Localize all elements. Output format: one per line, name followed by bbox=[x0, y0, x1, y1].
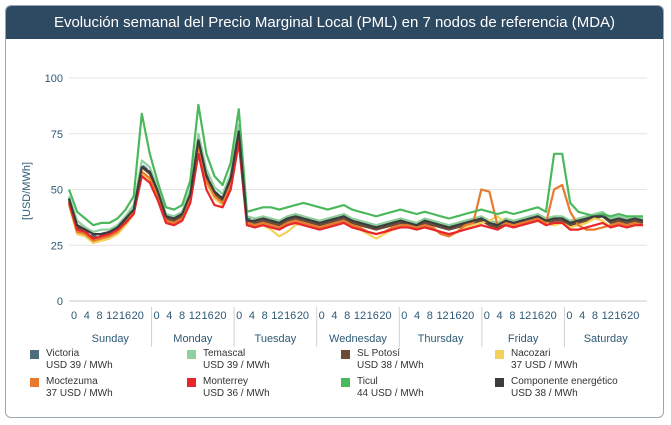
day-label: Tuesday bbox=[255, 333, 297, 345]
hour-tick-label: 12 bbox=[189, 310, 201, 322]
hour-tick-label: 4 bbox=[497, 310, 503, 322]
legend-series-value: USD 36 / MWh bbox=[203, 388, 270, 399]
legend-swatch bbox=[30, 350, 39, 359]
hour-tick-label: 20 bbox=[379, 310, 391, 322]
legend-series-name: Nacozari bbox=[511, 348, 551, 359]
legend-series-value: USD 39 / MWh bbox=[203, 360, 270, 371]
hour-tick-label: 8 bbox=[179, 310, 185, 322]
day-label: Friday bbox=[508, 333, 539, 345]
hour-tick-label: 8 bbox=[592, 310, 598, 322]
hour-tick-label: 4 bbox=[414, 310, 420, 322]
legend-series-name: Componente energético bbox=[511, 376, 618, 387]
hour-tick-label: 0 bbox=[71, 310, 77, 322]
y-axis-label: [USD/MWh] bbox=[21, 162, 33, 220]
series-line-ticul bbox=[67, 103, 643, 227]
y-tick-label: 75 bbox=[51, 129, 63, 141]
y-tick-label: 50 bbox=[51, 185, 63, 197]
hour-tick-label: 12 bbox=[106, 310, 118, 322]
series-line-temascal bbox=[67, 123, 644, 233]
legend-swatch bbox=[341, 378, 350, 387]
day-label: Sunday bbox=[92, 333, 130, 345]
day-label: Thursday bbox=[418, 333, 464, 345]
legend-series-value: 37 USD / MWh bbox=[46, 388, 113, 399]
y-tick-label: 0 bbox=[57, 296, 63, 308]
hour-tick-label: 0 bbox=[154, 310, 160, 322]
hour-tick-label: 8 bbox=[262, 310, 268, 322]
hour-tick-label: 16 bbox=[119, 310, 131, 322]
hour-tick-label: 0 bbox=[484, 310, 490, 322]
legend-swatch bbox=[341, 350, 350, 359]
legend-swatch bbox=[187, 378, 196, 387]
legend-swatch bbox=[187, 350, 196, 359]
y-tick-label: 100 bbox=[45, 73, 63, 85]
legend-series-value: USD 39 / MWh bbox=[46, 360, 113, 371]
series-line-monterrey bbox=[67, 141, 643, 240]
hour-tick-label: 20 bbox=[462, 310, 474, 322]
hour-tick-label: 4 bbox=[579, 310, 585, 322]
hour-tick-label: 20 bbox=[297, 310, 309, 322]
hour-tick-label: 16 bbox=[284, 310, 296, 322]
legend-series-value: USD 38 / MWh bbox=[511, 388, 578, 399]
hour-tick-label: 4 bbox=[331, 310, 337, 322]
hour-tick-label: 20 bbox=[545, 310, 557, 322]
hour-tick-label: 16 bbox=[449, 310, 461, 322]
hour-tick-label: 0 bbox=[566, 310, 572, 322]
legend-series-value: 37 USD / MWh bbox=[511, 360, 578, 371]
legend-series-value: 44 USD / MWh bbox=[357, 388, 424, 399]
legend-series-value: USD 38 / MWh bbox=[357, 360, 424, 371]
legend-series-name: Monterrey bbox=[203, 376, 249, 387]
chart-frame: Evolución semanal del Precio Marginal Lo… bbox=[5, 5, 664, 418]
hour-tick-label: 16 bbox=[367, 310, 379, 322]
series-lines bbox=[67, 103, 644, 245]
legend-series-name: Moctezuma bbox=[46, 376, 98, 387]
hour-tick-label: 12 bbox=[436, 310, 448, 322]
hour-tick-label: 16 bbox=[201, 310, 213, 322]
legend-series-name: Ticul bbox=[357, 376, 378, 387]
legend-series-name: Victoria bbox=[46, 348, 80, 359]
chart-title: Evolución semanal del Precio Marginal Lo… bbox=[6, 6, 663, 39]
legend-series-name: SL Potosí bbox=[357, 348, 400, 359]
hour-tick-label: 20 bbox=[627, 310, 639, 322]
hour-tick-label: 20 bbox=[214, 310, 226, 322]
day-label: Monday bbox=[173, 333, 213, 345]
hour-tick-label: 12 bbox=[354, 310, 366, 322]
legend-swatch bbox=[30, 378, 39, 387]
hour-tick-label: 12 bbox=[602, 310, 614, 322]
hour-tick-label: 8 bbox=[427, 310, 433, 322]
hour-tick-label: 0 bbox=[401, 310, 407, 322]
hour-tick-label: 0 bbox=[319, 310, 325, 322]
legend-swatch bbox=[495, 378, 504, 387]
hour-tick-label: 8 bbox=[509, 310, 515, 322]
day-label: Wednesday bbox=[329, 333, 387, 345]
legend-series-name: Temascal bbox=[203, 348, 246, 359]
hour-tick-label: 16 bbox=[532, 310, 544, 322]
hour-tick-label: 4 bbox=[166, 310, 172, 322]
hour-tick-label: 20 bbox=[132, 310, 144, 322]
legend-swatch bbox=[495, 350, 504, 359]
hour-tick-label: 16 bbox=[614, 310, 626, 322]
hour-tick-label: 0 bbox=[236, 310, 242, 322]
hour-tick-label: 8 bbox=[344, 310, 350, 322]
hour-tick-label: 8 bbox=[96, 310, 102, 322]
hour-tick-label: 4 bbox=[84, 310, 90, 322]
day-label: Saturday bbox=[584, 333, 629, 345]
y-tick-label: 25 bbox=[51, 240, 63, 252]
hour-tick-label: 12 bbox=[519, 310, 531, 322]
series-line-componente-energ-tico bbox=[67, 130, 644, 236]
hour-tick-label: 4 bbox=[249, 310, 255, 322]
hour-tick-label: 12 bbox=[271, 310, 283, 322]
